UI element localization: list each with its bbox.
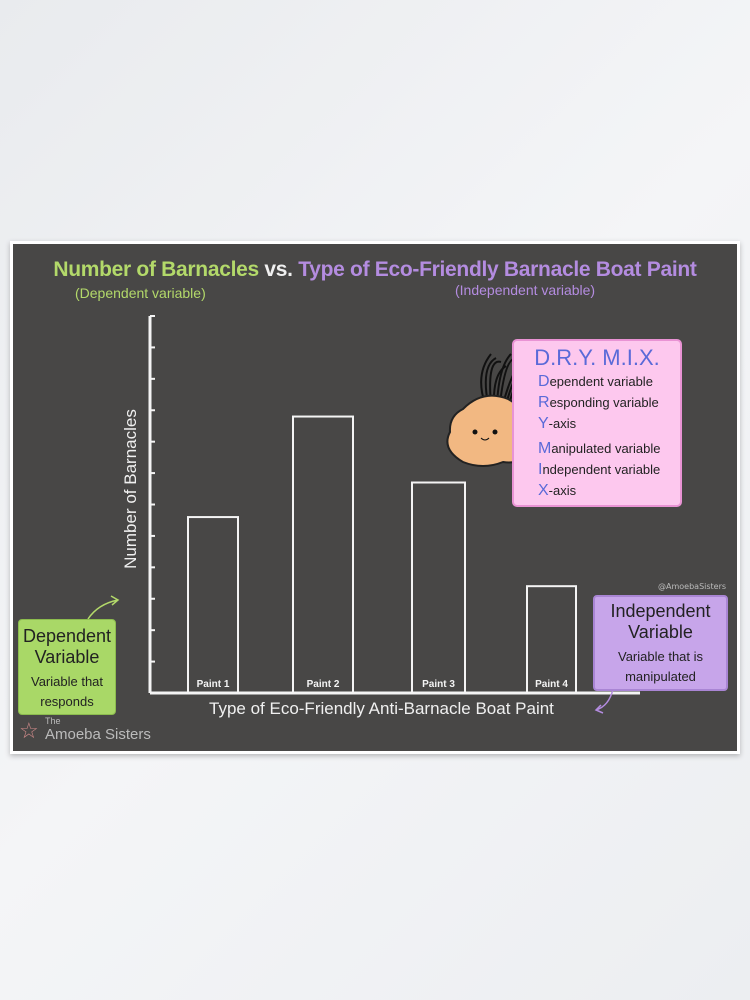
dependent-variable-box: Dependent Variable Variable that respond… xyxy=(18,619,116,715)
x-axis-label: Type of Eco-Friendly Anti-Barnacle Boat … xyxy=(209,699,554,718)
dependent-arrow-icon xyxy=(87,595,120,620)
dry-mix-text: -axis xyxy=(548,416,577,431)
dry-mix-title: D.R.Y. M.I.X. xyxy=(534,345,660,370)
dry-mix-line: Responding variable xyxy=(538,392,680,413)
independent-variable-box: Independent Variable Variable that is ma… xyxy=(593,595,728,691)
dry-mix-text: -axis xyxy=(548,483,577,498)
dependent-box-text: Variable that responds xyxy=(30,674,104,709)
dry-mix-text: anipulated variable xyxy=(551,441,661,456)
independent-box-heading: Independent Variable xyxy=(610,601,711,642)
dependent-box-heading: Dependent Variable xyxy=(22,626,112,667)
dry-mix-line: Manipulated variable xyxy=(538,438,680,459)
bar-label: Paint 2 xyxy=(307,679,340,690)
logo-the: The xyxy=(45,716,61,726)
dry-mix-text: ependent variable xyxy=(549,374,653,389)
bar-label: Paint 4 xyxy=(535,679,568,690)
dry-mix-letter: Y xyxy=(538,415,549,432)
bar xyxy=(526,585,577,694)
dry-mix-line: Independent variable xyxy=(538,459,680,480)
title-independent: Type of Eco-Friendly Barnacle Boat Paint xyxy=(298,258,697,281)
title-vs: vs. xyxy=(264,258,293,281)
chart-title: Number of Barnacles vs. Type of Eco-Frie… xyxy=(13,258,737,282)
independent-arrow-icon xyxy=(594,688,614,714)
dry-mix-letter: I xyxy=(538,461,543,478)
bar xyxy=(187,516,239,695)
poster-board: Number of Barnacles vs. Type of Eco-Frie… xyxy=(10,241,740,754)
dry-mix-line: Dependent variable xyxy=(538,371,680,392)
social-handle: @AmoebaSisters xyxy=(658,582,727,591)
bar-label: Paint 1 xyxy=(197,679,230,690)
chalkboard: Number of Barnacles vs. Type of Eco-Frie… xyxy=(13,244,737,751)
dry-mix-line: Y-axis xyxy=(538,413,680,434)
dry-mix-text: esponding variable xyxy=(549,395,659,410)
dry-mix-letter: R xyxy=(538,394,550,411)
dry-mix-text: ndependent variable xyxy=(542,462,661,477)
y-axis-label: Number of Barnacles xyxy=(121,409,140,569)
dependent-subtitle: (Dependent variable) xyxy=(75,285,206,301)
independent-box-text: Variable that is manipulated xyxy=(617,649,704,684)
dry-mix-letter: M xyxy=(538,440,552,457)
dry-mix-line: X-axis xyxy=(538,480,680,501)
bar xyxy=(411,481,466,694)
bar-label: Paint 3 xyxy=(422,679,455,690)
star-icon: ☆ xyxy=(19,718,39,743)
dry-mix-letter: D xyxy=(538,373,550,390)
logo-name: Amoeba Sisters xyxy=(45,726,151,743)
dry-mix-box: D.R.Y. M.I.X. Dependent variable Respondi… xyxy=(512,339,682,507)
title-dependent: Number of Barnacles xyxy=(53,258,259,281)
bar xyxy=(292,415,354,695)
dry-mix-letter: X xyxy=(538,482,549,499)
independent-subtitle: (Independent variable) xyxy=(455,282,596,298)
